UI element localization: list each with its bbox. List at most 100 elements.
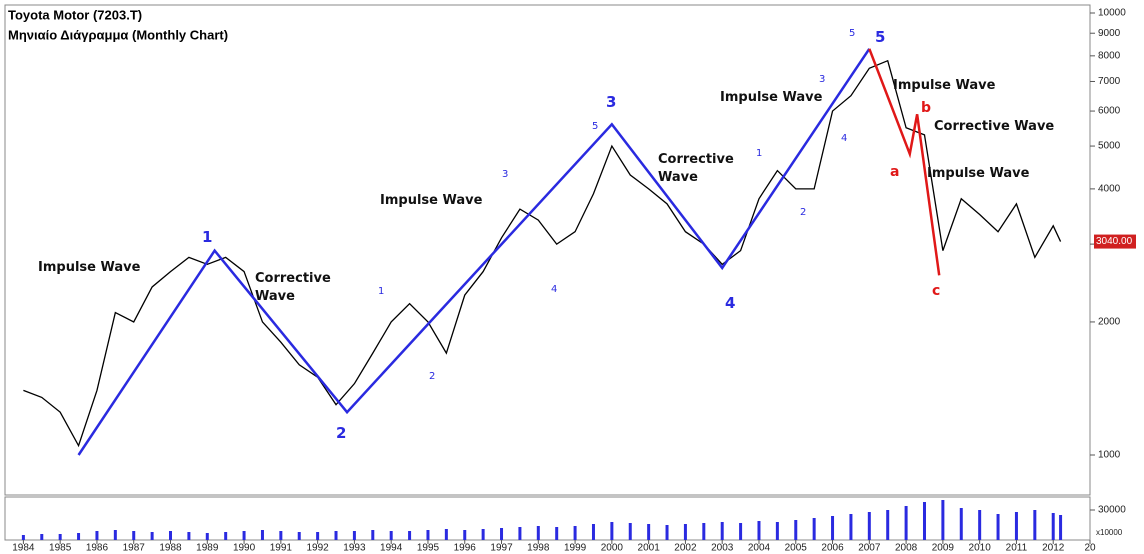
volume-bar <box>444 529 448 540</box>
annotation: Impulse Wave <box>380 193 483 208</box>
annotation: b <box>921 100 932 116</box>
volume-bar <box>1059 515 1063 540</box>
volume-bar <box>334 531 338 540</box>
annotation: 1 <box>756 148 763 159</box>
volume-bar <box>922 502 926 540</box>
annotation: 2 <box>336 424 347 442</box>
annotation: 3 <box>502 169 509 180</box>
volume-bar <box>389 531 393 540</box>
x-tick-label: 1992 <box>307 543 330 554</box>
plot-frame <box>4 4 1091 496</box>
volume-bar <box>224 532 228 540</box>
y-tick-label: 2000 <box>1098 317 1121 328</box>
y-tick-label: 9000 <box>1098 28 1121 39</box>
x-tick-label: 1997 <box>490 543 513 554</box>
x-tick-label: 1999 <box>564 543 587 554</box>
x-tick-label: 2011 <box>1006 543 1028 554</box>
volume-bar <box>1014 512 1018 540</box>
annotation: 5 <box>875 28 886 46</box>
volume-frame <box>4 496 1091 541</box>
volume-bar <box>867 512 871 540</box>
volume-bar <box>113 530 117 540</box>
volume-bar <box>371 530 375 540</box>
annotation: 5 <box>849 28 856 39</box>
volume-bar <box>647 524 651 540</box>
y-tick-label: 1000 <box>1098 450 1121 461</box>
price-line <box>23 59 1062 448</box>
volume-bar <box>297 532 301 540</box>
volume-bar <box>536 526 540 540</box>
annotation: 5 <box>592 121 599 132</box>
volume-bar <box>132 531 136 540</box>
chart-subtitle: Μηνιαίο Διάγραμμα (Monthly Chart) <box>8 27 228 42</box>
chart-title: Toyota Motor (7203.T) <box>8 7 142 22</box>
annotation: Impulse Wave <box>720 90 823 105</box>
x-tick-label: 2003 <box>711 543 734 554</box>
volume-bar <box>77 533 81 540</box>
volume-bar <box>242 531 246 540</box>
volume-bar <box>959 508 963 540</box>
volume-bar <box>812 518 816 540</box>
volume-bar <box>886 510 890 540</box>
volume-bar <box>463 530 467 540</box>
x-tick-label: 1996 <box>454 543 477 554</box>
x-tick-label: 2008 <box>895 543 918 554</box>
x-tick-label: 1998 <box>527 543 550 554</box>
volume-bar <box>555 527 559 540</box>
volume-unit: x10000 <box>1096 528 1123 537</box>
y-tick-label: 6000 <box>1098 106 1121 117</box>
volume-bar <box>996 514 1000 540</box>
annotation: Impulse Wave <box>927 166 1030 181</box>
volume-bar <box>500 528 504 540</box>
x-tick-label: 2004 <box>748 543 771 554</box>
x-tick-label: 1990 <box>233 543 256 554</box>
volume-bar <box>426 530 430 540</box>
annotation: 3 <box>606 93 617 111</box>
x-tick-label: 2001 <box>638 543 661 554</box>
annotation: 2 <box>800 207 807 218</box>
x-tick-label: 1984 <box>12 543 35 554</box>
volume-bar <box>316 532 320 540</box>
y-tick-label: 7000 <box>1098 76 1121 87</box>
x-tick-label: 1987 <box>123 543 146 554</box>
annotation: Corrective Wave <box>658 152 734 185</box>
volume-bar <box>1051 513 1055 540</box>
x-tick-label: 1989 <box>196 543 219 554</box>
wave-line <box>868 48 941 276</box>
x-tick-label: 1988 <box>159 543 182 554</box>
volume-bar <box>58 534 62 540</box>
volume-bar <box>518 527 522 540</box>
annotation: 4 <box>841 133 848 144</box>
x-tick-label: 20 <box>1084 543 1096 554</box>
volume-bar <box>720 522 724 540</box>
annotation: 4 <box>551 284 558 295</box>
y-tick-label: 8000 <box>1098 50 1121 61</box>
volume-tick-label: 30000 <box>1098 505 1126 516</box>
volume-bar <box>757 521 761 540</box>
volume-bar <box>941 500 945 540</box>
annotation: 4 <box>725 294 736 312</box>
volume-bar <box>260 530 264 540</box>
volume-bar <box>849 514 853 540</box>
volume-bar <box>1033 510 1037 540</box>
volume-bar <box>591 524 595 540</box>
x-tick-label: 1993 <box>343 543 366 554</box>
last-price-label: 3040.00 <box>1096 236 1133 247</box>
volume-bar <box>683 524 687 540</box>
annotation: Impulse Wave <box>38 260 141 275</box>
volume-bar <box>205 533 209 540</box>
volume-bar <box>573 526 577 540</box>
volume-bar <box>279 531 283 540</box>
y-tick-label: 10000 <box>1098 8 1126 19</box>
annotation: Corrective Wave <box>934 119 1055 134</box>
volume-bar <box>628 523 632 540</box>
volume-bar <box>775 522 779 540</box>
volume-bar <box>904 506 908 540</box>
annotation: a <box>890 164 900 180</box>
x-tick-label: 1986 <box>86 543 109 554</box>
x-tick-label: 2007 <box>858 543 881 554</box>
volume-bar <box>610 522 614 540</box>
annotation: Corrective Wave <box>255 271 331 304</box>
